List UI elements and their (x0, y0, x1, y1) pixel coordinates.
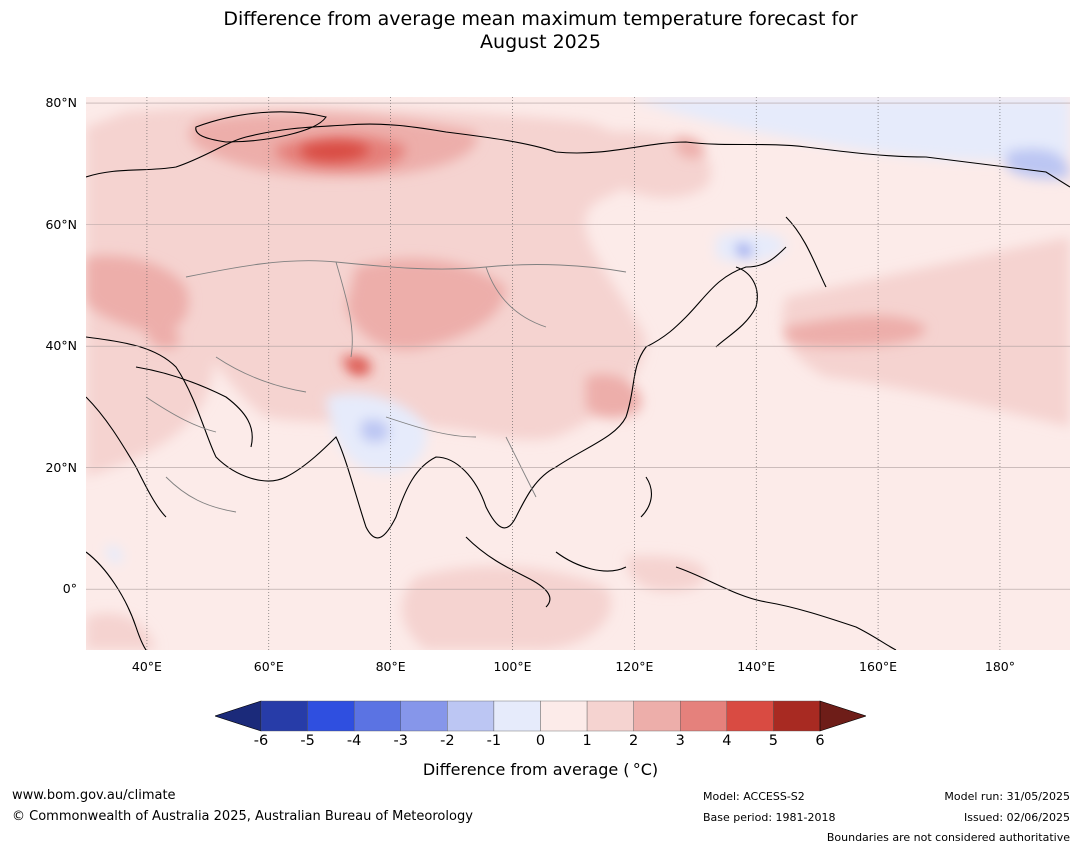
anomaly-negative (106, 97, 1070, 564)
footer-base-period: Base period: 1981-2018 (703, 811, 836, 824)
colorbar-tick-label: 6 (815, 733, 825, 749)
colorbar-segment (260, 700, 308, 732)
footer-model: Model: ACCESS-S2 (703, 790, 805, 803)
colorbar-tick-label: -6 (253, 733, 269, 749)
colorbar-segment (633, 700, 681, 732)
colorbar-tick-label: 5 (768, 733, 779, 749)
forecast-map (86, 97, 1070, 650)
colorbar-tick-label: -5 (300, 733, 315, 749)
colorbar (214, 700, 867, 732)
longitude-label: 100°E (493, 659, 532, 674)
colorbar-tick-label: 4 (722, 733, 732, 749)
map-svg (86, 97, 1070, 650)
colorbar-segment (493, 700, 541, 732)
colorbar-tick-label: 2 (629, 733, 639, 749)
colorbar-tick-label: -4 (346, 733, 362, 749)
colorbar-segment (400, 700, 448, 732)
graticule-lat (86, 102, 1070, 590)
longitude-label: 60°E (253, 659, 284, 674)
coastlines (86, 111, 1070, 650)
colorbar-svg (214, 700, 867, 732)
colorbar-tick-label: 1 (582, 733, 592, 749)
longitude-label: 180° (984, 659, 1015, 674)
footer-issued: Issued: 02/06/2025 (963, 811, 1070, 824)
colorbar-tick-label: -2 (440, 733, 455, 749)
country-boundaries (145, 260, 627, 513)
footer-model-run: Model run: 31/05/2025 (944, 790, 1070, 803)
colorbar-segment (680, 700, 728, 732)
latitude-label: 80°N (45, 95, 77, 111)
longitude-label: 120°E (615, 659, 654, 674)
longitude-label: 80°E (375, 659, 406, 674)
colorbar-segment (773, 700, 821, 732)
colorbar-segment (447, 700, 495, 732)
latitude-label: 0° (62, 581, 77, 597)
latitude-label: 20°N (45, 459, 77, 475)
footer-disclaimer: Boundaries are not considered authoritat… (826, 831, 1070, 844)
colorbar-tick-label: 0 (535, 733, 546, 749)
title-line-1: Difference from average mean maximum tem… (223, 8, 858, 30)
latitude-label: 40°N (45, 338, 77, 354)
footer-website: www.bom.gov.au/climate (12, 788, 176, 803)
colorbar-under-triangle (214, 700, 262, 732)
colorbar-over-triangle (819, 700, 867, 732)
colorbar-label: Difference from average ( °C) (422, 760, 659, 779)
colorbar-segment (307, 700, 355, 732)
colorbar-tick-label: -3 (393, 733, 408, 749)
colorbar-segment (726, 700, 774, 732)
chart-title: Difference from average mean maximum tem… (0, 8, 1081, 54)
title-line-2: August 2025 (480, 31, 601, 53)
latitude-label: 60°N (45, 216, 77, 232)
longitude-label: 140°E (737, 659, 776, 674)
anomaly-2-3 (86, 113, 926, 419)
graticule (146, 97, 1001, 650)
footer-copyright: © Commonwealth of Australia 2025, Austra… (12, 809, 473, 824)
colorbar-tick-label: -1 (486, 733, 502, 749)
colorbar-tick-label: 3 (675, 733, 685, 749)
anomaly-4-5 (300, 141, 371, 372)
colorbar-segment (586, 700, 634, 732)
longitude-label: 40°E (131, 659, 162, 674)
colorbar-segment (353, 700, 401, 732)
longitude-label: 160°E (859, 659, 898, 674)
colorbar-segment (540, 700, 588, 732)
